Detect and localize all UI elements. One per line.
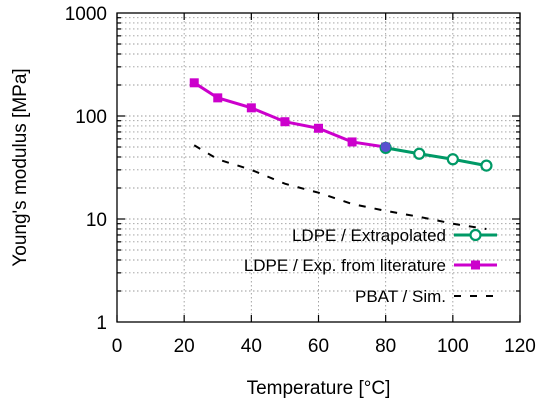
data-point xyxy=(469,228,482,242)
x-tick-label: 40 xyxy=(241,336,262,357)
series-line xyxy=(193,81,386,149)
data-point xyxy=(246,103,256,113)
y-tick-label: 1 xyxy=(96,313,107,334)
legend-label: LDPE / Extrapolated xyxy=(292,226,446,245)
x-tick-label: 100 xyxy=(437,336,469,357)
data-point xyxy=(347,137,357,147)
data-point xyxy=(280,117,290,127)
y-tick-label: 1000 xyxy=(65,4,107,25)
legend-label: PBAT / Sim. xyxy=(355,287,446,306)
x-tick-label: 0 xyxy=(112,336,123,357)
data-point xyxy=(189,78,199,88)
y-tick-label: 10 xyxy=(86,210,107,231)
tick-marks xyxy=(116,13,521,322)
series-layer xyxy=(189,78,493,230)
x-tick-label: 80 xyxy=(375,336,396,357)
x-tick-label: 20 xyxy=(174,336,195,357)
legend-label: LDPE / Exp. from literature xyxy=(244,256,446,275)
x-axis-title: Temperature [°C] xyxy=(247,378,391,399)
data-point xyxy=(480,159,493,172)
data-point xyxy=(446,153,459,166)
data-point xyxy=(213,93,223,103)
series-2 xyxy=(189,78,391,152)
legend: LDPE / Extrapolated LDPE / Exp. from lite… xyxy=(244,226,497,306)
data-point xyxy=(413,147,426,160)
y-tick-label: 100 xyxy=(75,107,107,128)
plot-frame xyxy=(116,12,521,323)
x-tick-label: 60 xyxy=(308,336,329,357)
grid-layer xyxy=(117,13,520,322)
series-line xyxy=(385,146,487,168)
data-point xyxy=(314,123,323,133)
overlap-point xyxy=(380,142,391,153)
x-tick-label: 120 xyxy=(504,336,536,357)
y-axis-title: Young's modulus [MPa] xyxy=(10,68,31,266)
data-point xyxy=(471,260,480,270)
